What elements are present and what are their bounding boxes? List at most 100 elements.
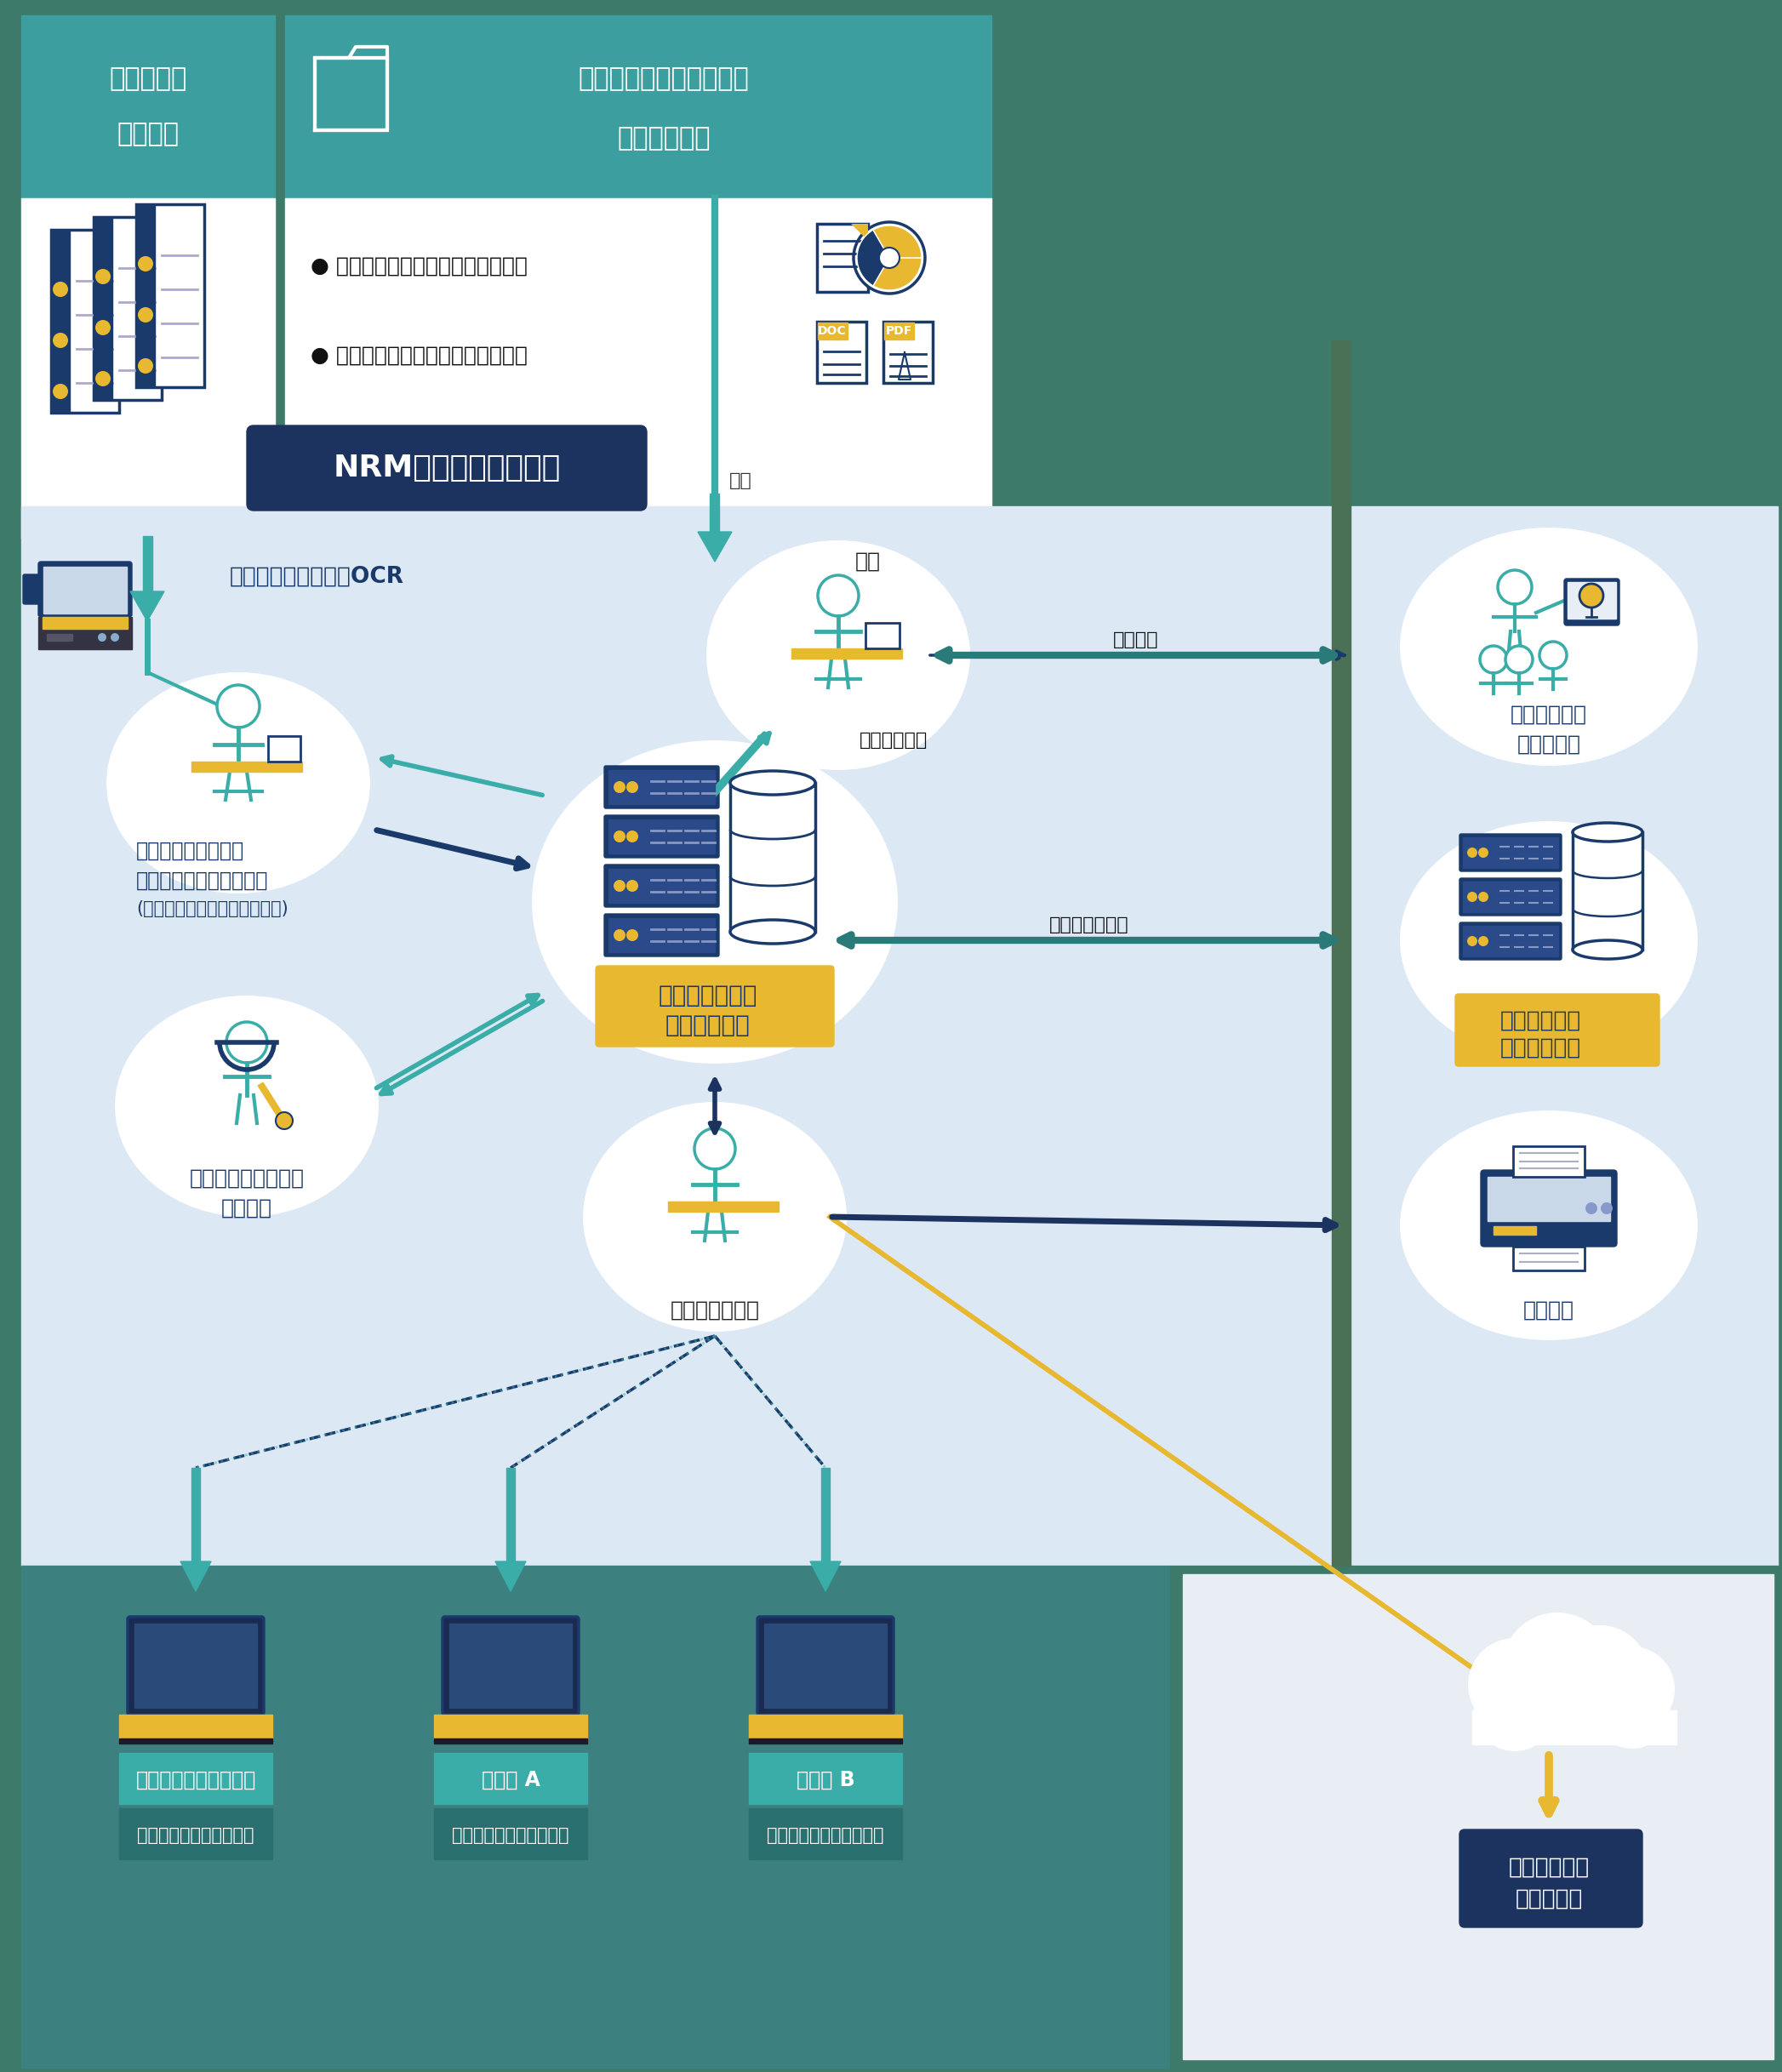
FancyBboxPatch shape (816, 321, 866, 383)
FancyBboxPatch shape (21, 1566, 1171, 2068)
FancyBboxPatch shape (135, 205, 155, 387)
Polygon shape (130, 591, 164, 622)
Circle shape (1467, 847, 1477, 858)
Text: 情報システム: 情報システム (1500, 1038, 1581, 1059)
Circle shape (94, 319, 110, 336)
Circle shape (625, 928, 638, 941)
FancyBboxPatch shape (128, 1616, 264, 1716)
FancyBboxPatch shape (1463, 837, 1557, 868)
Ellipse shape (1574, 823, 1643, 841)
Circle shape (613, 831, 625, 843)
Text: 事業所 B: 事業所 B (797, 1769, 855, 1790)
Circle shape (1474, 1670, 1556, 1751)
Circle shape (1467, 891, 1477, 901)
Circle shape (1479, 847, 1488, 858)
FancyBboxPatch shape (1472, 1709, 1677, 1745)
FancyBboxPatch shape (435, 1753, 588, 1805)
FancyBboxPatch shape (1565, 578, 1620, 626)
Text: 施設・設備所管各部署の: 施設・設備所管各部署の (579, 66, 748, 91)
FancyBboxPatch shape (604, 767, 720, 808)
FancyBboxPatch shape (1331, 340, 1351, 1566)
Ellipse shape (731, 771, 814, 796)
FancyBboxPatch shape (119, 1753, 273, 1805)
FancyBboxPatch shape (1336, 506, 1778, 1566)
Circle shape (613, 928, 625, 941)
Circle shape (1579, 584, 1604, 607)
FancyBboxPatch shape (757, 1616, 893, 1716)
FancyBboxPatch shape (285, 15, 991, 199)
FancyBboxPatch shape (1463, 926, 1557, 957)
FancyBboxPatch shape (1488, 1177, 1611, 1220)
FancyBboxPatch shape (46, 634, 73, 640)
Polygon shape (852, 224, 868, 240)
FancyBboxPatch shape (608, 771, 715, 804)
Ellipse shape (1574, 941, 1643, 959)
FancyBboxPatch shape (94, 218, 112, 400)
FancyBboxPatch shape (134, 1624, 257, 1707)
FancyBboxPatch shape (1171, 1566, 1778, 2068)
FancyBboxPatch shape (23, 574, 41, 605)
FancyBboxPatch shape (37, 562, 132, 617)
FancyBboxPatch shape (191, 1467, 200, 1562)
Text: 施工業者等: 施工業者等 (1515, 1888, 1582, 1910)
FancyBboxPatch shape (1459, 1830, 1643, 1927)
Text: 品質管理・システム登録: 品質管理・システム登録 (135, 870, 269, 891)
Text: 施設・設備情報: 施設・設備情報 (659, 984, 757, 1007)
Circle shape (53, 334, 68, 348)
FancyBboxPatch shape (135, 205, 205, 387)
FancyBboxPatch shape (604, 814, 720, 858)
Circle shape (625, 781, 638, 794)
FancyBboxPatch shape (435, 1738, 588, 1743)
FancyBboxPatch shape (608, 818, 715, 854)
FancyBboxPatch shape (94, 218, 162, 400)
Text: 技術情報等の閲覧・活用: 技術情報等の閲覧・活用 (453, 1828, 568, 1844)
Ellipse shape (107, 671, 371, 893)
Polygon shape (699, 533, 732, 562)
Circle shape (1586, 1202, 1597, 1214)
FancyBboxPatch shape (43, 568, 127, 613)
FancyBboxPatch shape (1481, 1171, 1616, 1247)
FancyBboxPatch shape (668, 1202, 779, 1212)
FancyBboxPatch shape (1568, 582, 1616, 620)
FancyBboxPatch shape (816, 224, 868, 292)
FancyBboxPatch shape (604, 914, 720, 957)
Text: 各種技術情報: 各種技術情報 (617, 126, 711, 151)
Circle shape (1497, 570, 1533, 605)
Ellipse shape (114, 995, 380, 1216)
FancyBboxPatch shape (119, 1738, 273, 1743)
Circle shape (94, 269, 110, 284)
FancyBboxPatch shape (1493, 1227, 1536, 1235)
Text: 部署内会議＆: 部署内会議＆ (1511, 704, 1588, 725)
FancyBboxPatch shape (748, 1753, 902, 1805)
FancyBboxPatch shape (52, 230, 69, 412)
Text: 電子化・情報抽出・: 電子化・情報抽出・ (135, 841, 244, 862)
Ellipse shape (1401, 528, 1698, 767)
FancyBboxPatch shape (21, 199, 274, 539)
FancyBboxPatch shape (1459, 833, 1561, 872)
Ellipse shape (706, 541, 969, 771)
Text: コンテンツ整備支援: コンテンツ整備支援 (189, 1169, 305, 1189)
FancyBboxPatch shape (818, 323, 848, 340)
FancyBboxPatch shape (267, 736, 301, 762)
FancyBboxPatch shape (435, 1809, 588, 1859)
FancyBboxPatch shape (731, 783, 814, 932)
FancyBboxPatch shape (1513, 1247, 1584, 1270)
FancyBboxPatch shape (191, 762, 303, 771)
Text: 全社文書管理: 全社文書管理 (1500, 1009, 1581, 1032)
Circle shape (226, 1021, 267, 1063)
Circle shape (879, 249, 900, 267)
FancyBboxPatch shape (52, 230, 119, 412)
FancyBboxPatch shape (608, 918, 715, 953)
Text: 受入: 受入 (855, 551, 880, 572)
Ellipse shape (1401, 1111, 1698, 1341)
FancyBboxPatch shape (791, 649, 902, 659)
Text: 既存の紙の: 既存の紙の (109, 66, 187, 91)
FancyBboxPatch shape (435, 1716, 588, 1738)
Text: (各担当者との調整業務を含む): (各担当者との調整業務を含む) (135, 899, 289, 918)
Ellipse shape (583, 1102, 846, 1332)
Circle shape (1468, 1639, 1561, 1732)
Circle shape (53, 282, 68, 296)
Text: 提出: 提出 (729, 472, 752, 489)
Circle shape (1550, 1624, 1650, 1724)
Text: PDF: PDF (886, 325, 912, 338)
